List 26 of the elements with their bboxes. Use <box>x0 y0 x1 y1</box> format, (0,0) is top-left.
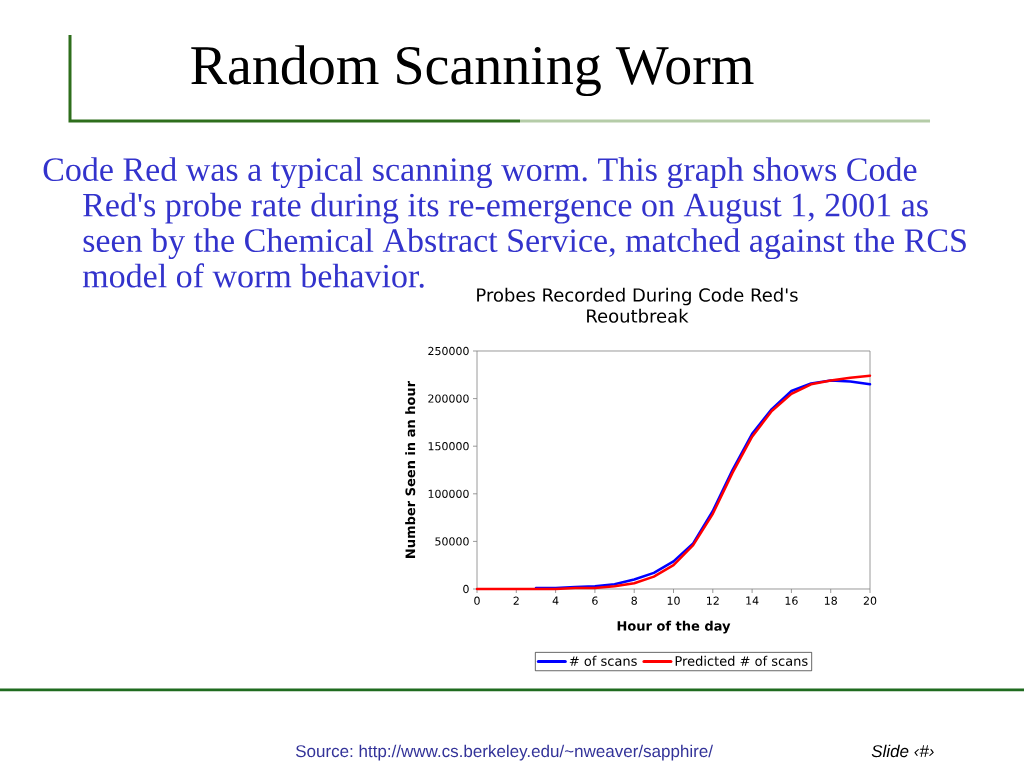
y-tick-label: 200000 <box>428 394 469 403</box>
source-note: Source: http://www.cs.berkeley.edu/~nweaver/sapphire/ <box>295 744 713 761</box>
text: Random Scanning Worm <box>191 45 754 97</box>
x-tick-label: 16 <box>785 596 798 605</box>
y-tick-label: 150000 <box>428 442 469 451</box>
y-axis-title: Number Seen in an hour <box>405 380 416 558</box>
x-tick-label: 8 <box>631 596 637 605</box>
x-tick-label: 20 <box>863 596 877 605</box>
x-tick-label: 0 <box>474 596 480 605</box>
legend-label: # of scans <box>569 655 637 666</box>
x-tick-label: 4 <box>552 596 559 605</box>
chart-title: Probes Recorded During Code Red's Reoutbreak <box>477 287 798 323</box>
y-tick-label: 50000 <box>435 537 469 546</box>
y-tick-label: 100000 <box>428 489 469 498</box>
y-tick-label: 0 <box>463 584 469 594</box>
x-tick-label: 18 <box>824 596 837 605</box>
legend-label: Predicted # of scans <box>675 655 808 666</box>
text: Code Red was a typical scanning worm. This graph shows Code Red's probe rate during its re-emergence on August 1, 2001 as seen by the Chemical Abstract Service, matched against the RCS model of worm behavior. <box>43 157 966 288</box>
x-axis-title: Hour of the day <box>617 620 731 634</box>
x-tick-label: 6 <box>592 596 598 605</box>
x-tick-label: 2 <box>513 596 519 605</box>
y-tick-label: 250000 <box>428 346 469 356</box>
text: Slide ‹#› <box>871 744 934 758</box>
x-tick-label: 14 <box>746 596 759 605</box>
x-tick-label: 10 <box>667 596 680 605</box>
x-tick-label: 12 <box>707 596 719 605</box>
